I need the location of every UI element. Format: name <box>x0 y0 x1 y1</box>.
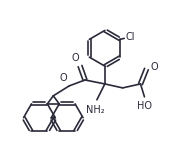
Text: HO: HO <box>137 101 151 111</box>
Text: O: O <box>150 62 158 72</box>
Text: NH₂: NH₂ <box>86 105 104 115</box>
Text: Cl: Cl <box>125 32 135 42</box>
Text: O: O <box>59 73 67 83</box>
Text: O: O <box>71 53 79 63</box>
